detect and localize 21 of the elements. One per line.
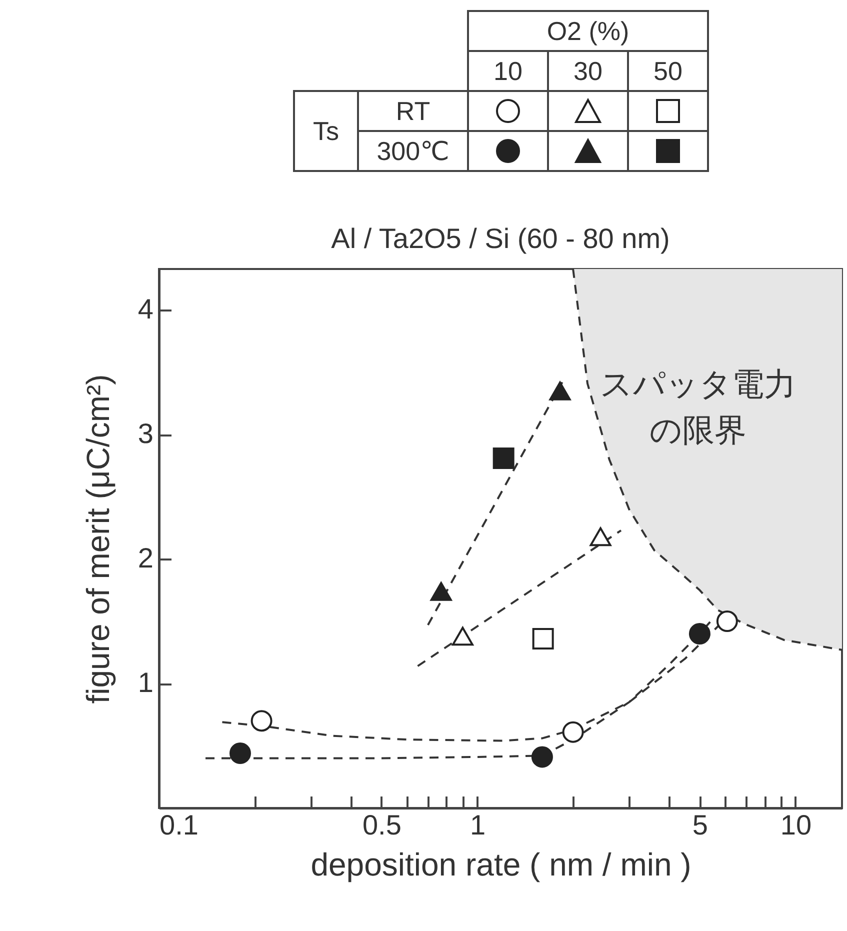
legend-title: O2 (%) <box>468 11 708 51</box>
text: Ts <box>294 91 358 171</box>
annotation: の限界 <box>650 412 746 448</box>
chart-title: Al / Ta2O5 / Si (60 - 80 nm) <box>331 223 670 254</box>
x-tick-label: 0.5 <box>362 810 402 840</box>
text: 50 <box>628 51 708 91</box>
annotation: スパッタ電力 <box>600 366 796 402</box>
text: RT <box>358 91 468 131</box>
y-tick-label: 1 <box>138 667 154 698</box>
y-tick-label: 3 <box>138 418 154 450</box>
text: 300℃ <box>358 131 468 171</box>
text: 30 <box>548 51 628 91</box>
text: 10 <box>468 51 548 91</box>
y-tick-label: 4 <box>138 294 154 325</box>
y-axis-title: figure of merit (μC/cm²) <box>80 374 116 704</box>
x-axis-title: deposition rate ( nm / min ) <box>310 846 692 882</box>
y-tick-label: 2 <box>138 542 154 574</box>
x-tick-label: 1 <box>470 810 486 840</box>
x-tick-label: 0.1 <box>160 810 198 840</box>
x-tick-label: 5 <box>692 810 708 840</box>
x-tick-label: 10 <box>780 810 812 840</box>
